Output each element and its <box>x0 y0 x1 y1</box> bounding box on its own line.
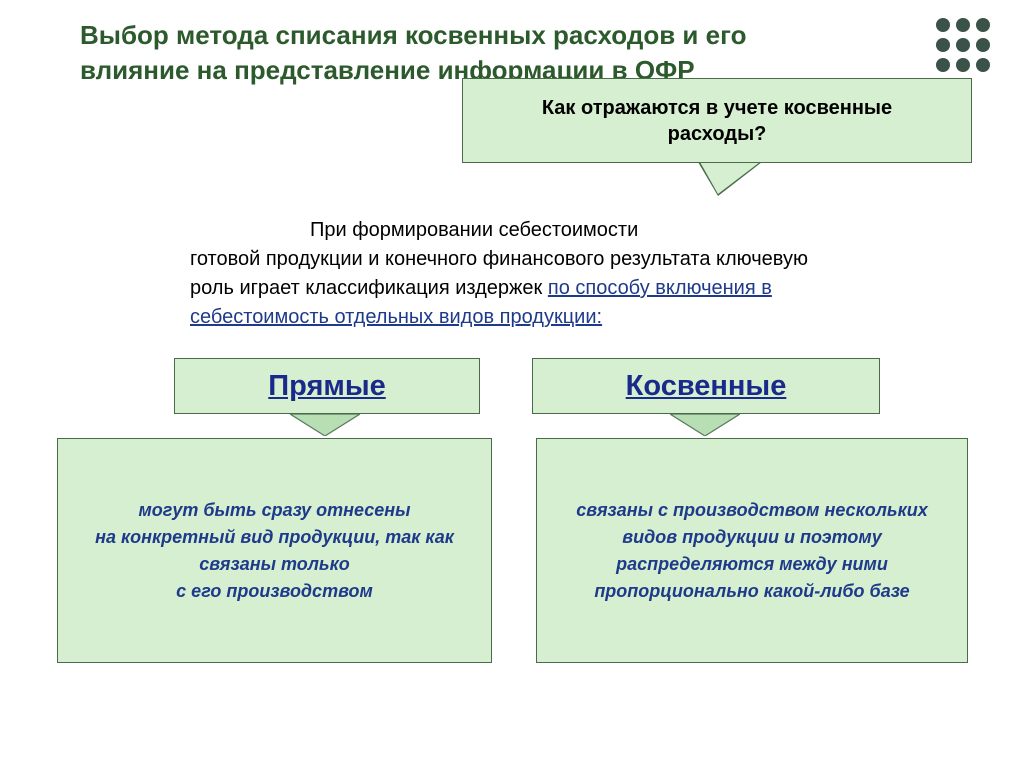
definition-indirect: связаны с производством нескольких видов… <box>536 438 968 663</box>
arrow-down-icon <box>670 414 740 436</box>
arrow-down-icon <box>290 414 360 436</box>
label-indirect: Косвенные <box>532 358 880 414</box>
callout-tail <box>700 162 760 194</box>
definition-indirect-text: связаны с производством нескольких видов… <box>567 497 937 605</box>
label-direct: Прямые <box>174 358 480 414</box>
decoration-dot-grid <box>936 18 990 72</box>
definition-direct-text: могут быть сразу отнесены на конкретный … <box>88 497 461 605</box>
definition-direct: могут быть сразу отнесены на конкретный … <box>57 438 492 663</box>
body-line1: При формировании себестоимости <box>190 216 830 245</box>
callout-question: Как отражаются в учете косвенные расходы… <box>462 78 972 163</box>
body-paragraph: При формировании себестоимости готовой п… <box>190 216 830 332</box>
slide: Выбор метода списания косвенных расходов… <box>0 0 1024 767</box>
